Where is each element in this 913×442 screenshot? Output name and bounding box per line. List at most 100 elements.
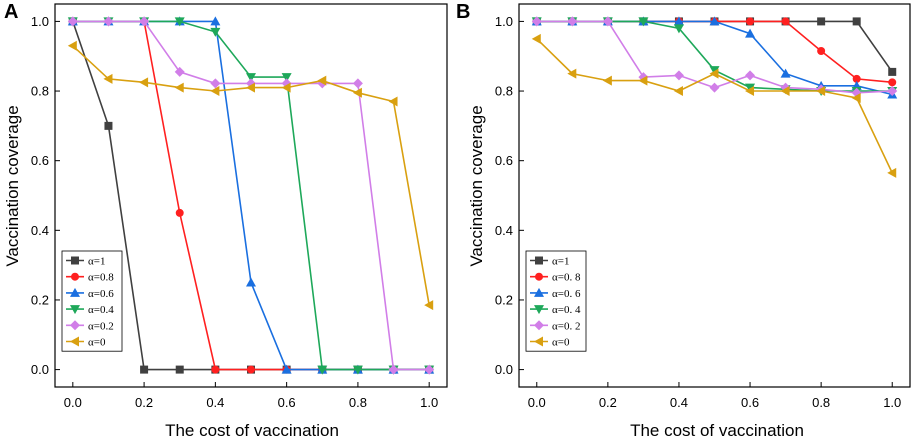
- legend-marker: [70, 305, 80, 315]
- data-point: [638, 17, 649, 27]
- y-axis-title-a: Vaccination coverage: [3, 105, 22, 266]
- y-tick-label: 0.6: [31, 153, 49, 168]
- data-point: [745, 83, 756, 93]
- data-point: [851, 93, 861, 104]
- data-point: [567, 16, 578, 27]
- data-point: [887, 86, 898, 97]
- data-point: [673, 16, 684, 26]
- x-tick-label: 0.4: [206, 395, 224, 410]
- series-a-0: [68, 17, 434, 374]
- data-point: [174, 66, 185, 77]
- series-line: [536, 38, 893, 174]
- data-point: [140, 365, 149, 374]
- data-point: [246, 73, 256, 83]
- data-point: [602, 16, 613, 27]
- legend-label: α=0. 6: [552, 288, 581, 300]
- data-point: [602, 75, 612, 86]
- data-point: [816, 86, 826, 97]
- data-point: [746, 17, 755, 26]
- series-a-3: [67, 17, 435, 375]
- legend-marker: [70, 287, 80, 297]
- legend-marker: [70, 320, 80, 331]
- data-point: [211, 365, 220, 374]
- data-point: [745, 28, 756, 38]
- data-point: [175, 365, 184, 374]
- x-tick-label: 1.0: [420, 395, 438, 410]
- legend-box: [61, 250, 123, 352]
- data-point: [709, 66, 720, 76]
- data-point: [887, 167, 897, 178]
- chart-panel-a: A Vaccination coverage The cost of vacci…: [3, 1, 448, 440]
- x-tick-label: 0.2: [599, 395, 617, 410]
- legend-marker: [535, 272, 543, 281]
- legend-box: [525, 250, 587, 352]
- series-line: [536, 20, 893, 94]
- legend-marker: [534, 336, 543, 347]
- data-point: [352, 78, 363, 89]
- data-point: [709, 82, 720, 93]
- data-point: [210, 86, 220, 97]
- legend-label: α=0. 4: [552, 304, 581, 316]
- data-point: [673, 70, 684, 81]
- y-tick-label: 0.2: [495, 292, 513, 307]
- data-point: [852, 74, 861, 83]
- x-tick-label: 0.8: [812, 395, 830, 410]
- data-point: [103, 16, 114, 27]
- data-point: [388, 364, 399, 375]
- x-tick-label: 0.6: [278, 395, 296, 410]
- y-tick-label: 0.4: [31, 223, 49, 238]
- data-point: [246, 82, 255, 93]
- legend-label: α=0: [552, 337, 570, 349]
- legend-label: α=1: [88, 256, 105, 268]
- legend-a: α=1 α=0.8 α=0.6 α=0.4 α=0.2 α=0: [61, 250, 123, 352]
- series-line: [536, 20, 893, 92]
- y-tick-label: 0.4: [495, 223, 513, 238]
- y-tick-label: 1.0: [495, 14, 513, 29]
- data-point: [745, 70, 756, 81]
- legend-label: α=0.8: [88, 272, 114, 284]
- data-point: [709, 68, 719, 79]
- data-point: [139, 16, 150, 27]
- x-tick-label: 0.6: [741, 395, 759, 410]
- legend-marker: [71, 272, 79, 281]
- data-point: [174, 82, 184, 93]
- x-tick-label: 0.2: [135, 395, 153, 410]
- data-point: [673, 24, 684, 34]
- data-point: [817, 47, 826, 56]
- plot-frame-b: [518, 3, 911, 388]
- data-point: [317, 365, 328, 375]
- legend-label: α=0.6: [88, 288, 114, 300]
- legend-marker: [535, 256, 543, 265]
- legend-label: α=0. 8: [552, 272, 581, 284]
- data-point: [531, 16, 542, 27]
- data-point: [210, 27, 221, 37]
- data-point: [531, 33, 541, 44]
- data-point: [67, 40, 77, 51]
- data-point: [281, 364, 292, 374]
- y-tick-label: 0.0: [31, 362, 49, 377]
- plot-frame-a: [54, 3, 448, 388]
- series-a-1: [68, 17, 434, 374]
- data-point: [638, 75, 648, 86]
- x-axis-title-b: The cost of vaccination: [630, 421, 804, 440]
- x-tick-label: 0.0: [64, 395, 82, 410]
- data-point: [888, 78, 897, 87]
- data-point: [709, 16, 720, 26]
- y-axis-title-b: Vaccination coverage: [467, 105, 486, 266]
- data-point: [175, 208, 184, 217]
- data-point: [103, 73, 113, 84]
- panel-label-b: B: [456, 1, 470, 23]
- panel-label-a: A: [4, 1, 18, 23]
- legend-marker: [71, 256, 79, 265]
- data-point: [139, 77, 149, 88]
- legend-label: α=0.4: [88, 304, 114, 316]
- data-point: [246, 277, 256, 287]
- data-point: [888, 67, 897, 76]
- x-tick-label: 0.8: [349, 395, 367, 410]
- legend-marker: [534, 287, 544, 297]
- series-a-4: [67, 16, 435, 375]
- series-a-2: [67, 16, 435, 374]
- y-tick-label: 0.2: [31, 292, 49, 307]
- legend-marker: [534, 305, 544, 315]
